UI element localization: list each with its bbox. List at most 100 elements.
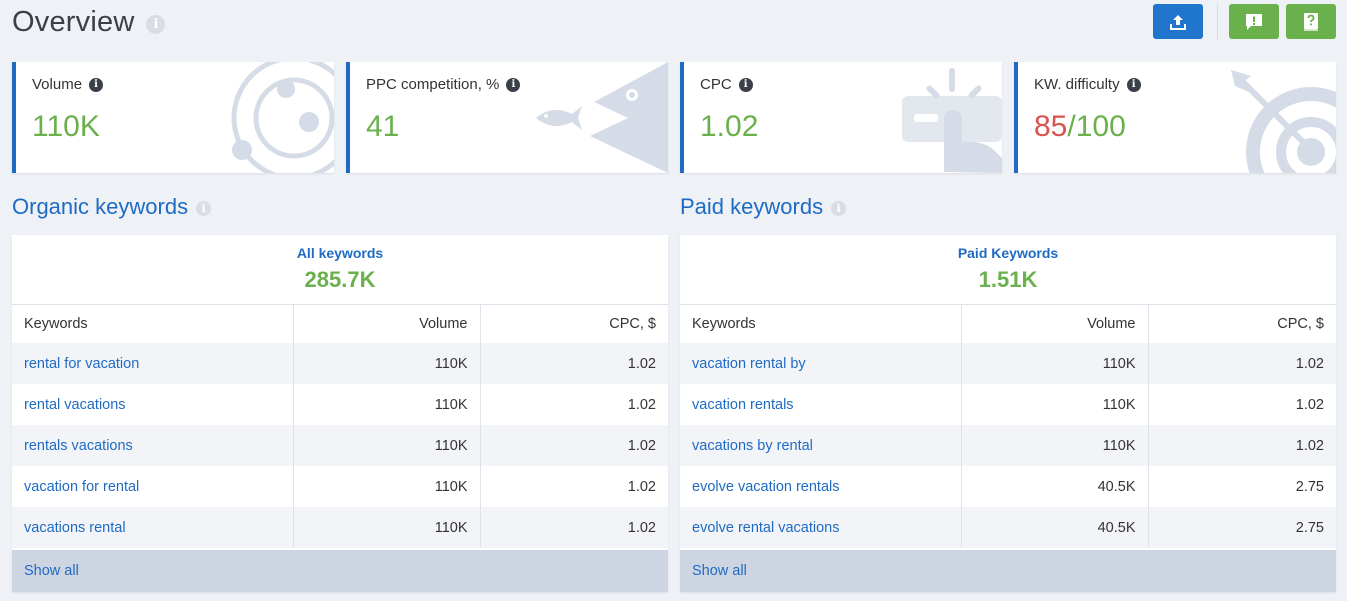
metric-value: 110K	[32, 110, 100, 143]
info-icon[interactable]: i	[196, 200, 212, 216]
table-row: vacation for rental 110K 1.02	[12, 466, 668, 507]
keyword-link[interactable]: rentals vacations	[12, 425, 294, 466]
keyword-link[interactable]: vacation rentals	[680, 384, 962, 425]
upload-icon	[1170, 14, 1186, 30]
table-row: evolve rental vacations 40.5K 2.75	[680, 507, 1336, 548]
volume-cell: 110K	[293, 425, 481, 466]
difficulty-score: 85	[1034, 110, 1068, 143]
organic-summary: All keywords 285.7K	[12, 235, 668, 305]
show-all-paid-link[interactable]: Show all	[680, 550, 1336, 592]
metric-label-text: CPC	[700, 76, 732, 93]
metric-card-ppc-competition: PPC competition, % i 41	[346, 62, 668, 173]
paid-keywords-label[interactable]: Paid Keywords	[957, 245, 1059, 261]
target-orbit-art	[231, 62, 334, 173]
info-icon[interactable]: i	[89, 77, 104, 92]
keyword-link[interactable]: evolve rental vacations	[680, 507, 962, 548]
all-keywords-label[interactable]: All keywords	[296, 245, 384, 261]
table-row: vacation rentals 110K 1.02	[680, 384, 1336, 425]
metric-value: 1.02	[700, 110, 759, 143]
paid-summary: Paid Keywords 1.51K	[680, 235, 1336, 305]
volume-cell: 110K	[961, 343, 1149, 384]
column-header-keywords[interactable]: Keywords	[680, 305, 962, 343]
cpc-cell: 1.02	[627, 478, 656, 495]
difficulty-max: /100	[1067, 110, 1126, 143]
keyword-link[interactable]: rental vacations	[12, 384, 294, 425]
cpc-cell: 1.02	[1295, 396, 1324, 413]
cpc-cell: 1.02	[480, 507, 668, 548]
info-icon[interactable]: i	[146, 14, 166, 34]
exclamation-icon	[1246, 13, 1262, 30]
toolbar-divider	[1217, 4, 1218, 40]
table-row: rental for vacation 110K 1.02	[12, 343, 668, 384]
organic-keywords-title: Organic keywords i	[12, 194, 212, 220]
volume-cell: 40.5K	[961, 466, 1149, 507]
metric-card-volume: Volume i 110K	[12, 62, 334, 173]
volume-cell: 40.5K	[961, 507, 1149, 548]
show-all-organic-link[interactable]: Show all	[12, 550, 668, 592]
info-icon[interactable]: i	[1126, 77, 1141, 92]
keyword-link[interactable]: vacations by rental	[680, 425, 962, 466]
info-icon[interactable]: i	[506, 77, 521, 92]
help-button[interactable]	[1286, 4, 1336, 39]
paid-keywords-title: Paid keywords i	[680, 194, 847, 220]
column-header-keywords[interactable]: Keywords	[12, 305, 294, 343]
big-fish-small-fish-art	[536, 62, 668, 173]
table-row: rentals vacations 110K 1.02	[12, 425, 668, 466]
info-icon[interactable]: i	[738, 77, 753, 92]
cpc-cell: 1.02	[480, 343, 668, 384]
metric-card-cpc: CPC i 1.02	[680, 62, 1002, 173]
cpc-cell: 2.75	[1295, 478, 1324, 495]
metric-label: KW. difficulty i	[1034, 76, 1141, 93]
metric-value: 85/100	[1034, 110, 1126, 144]
click-hand-art	[902, 68, 1002, 173]
table-header-row: Keywords Volume CPC, $	[12, 305, 668, 343]
page-header: Overview i	[12, 4, 166, 40]
column-header-cpc[interactable]: CPC, $	[1277, 316, 1324, 332]
metric-label: CPC i	[700, 76, 753, 93]
cpc-cell: 1.02	[1148, 343, 1336, 384]
metric-value: 41	[366, 110, 400, 143]
feedback-button[interactable]	[1229, 4, 1279, 39]
table-row: vacations rental 110K 1.02	[12, 507, 668, 548]
metric-label-text: KW. difficulty	[1034, 76, 1120, 93]
table-row: vacation rental by 110K 1.02	[680, 343, 1336, 384]
paid-keywords-table: Keywords Volume CPC, $ vacation rental b…	[680, 305, 1336, 548]
paid-keywords-panel: Paid Keywords 1.51K Keywords Volume CPC,…	[680, 235, 1336, 592]
keyword-link[interactable]: vacation for rental	[12, 466, 294, 507]
all-keywords-count: 285.7K	[304, 267, 376, 292]
keyword-link[interactable]: vacations rental	[12, 507, 294, 548]
organic-keywords-panel: All keywords 285.7K Keywords Volume CPC,…	[12, 235, 668, 592]
table-row: evolve vacation rentals 40.5K 2.75	[680, 466, 1336, 507]
cpc-cell: 1.02	[627, 396, 656, 413]
cpc-cell: 1.02	[480, 425, 668, 466]
column-header-volume[interactable]: Volume	[293, 305, 481, 343]
volume-cell: 110K	[961, 425, 1149, 466]
column-header-cpc[interactable]: CPC, $	[609, 316, 656, 332]
table-header-row: Keywords Volume CPC, $	[680, 305, 1336, 343]
info-icon[interactable]: i	[831, 200, 847, 216]
table-row: vacations by rental 110K 1.02	[680, 425, 1336, 466]
cpc-cell: 1.02	[1148, 425, 1336, 466]
metric-label: Volume i	[32, 76, 104, 93]
metric-label: PPC competition, % i	[366, 76, 521, 93]
question-book-icon	[1304, 12, 1318, 31]
page-title: Overview	[12, 5, 135, 38]
volume-cell: 110K	[293, 466, 481, 507]
keyword-link[interactable]: vacation rental by	[680, 343, 962, 384]
volume-cell: 110K	[293, 507, 481, 548]
keyword-link[interactable]: evolve vacation rentals	[680, 466, 962, 507]
section-title-text: Paid keywords	[680, 194, 824, 219]
metric-label-text: Volume	[32, 76, 83, 93]
cpc-cell: 2.75	[1148, 507, 1336, 548]
section-title-text: Organic keywords	[12, 194, 189, 219]
metric-label-text: PPC competition, %	[366, 76, 500, 93]
volume-cell: 110K	[961, 384, 1149, 425]
table-row: rental vacations 110K 1.02	[12, 384, 668, 425]
metric-card-kw-difficulty: KW. difficulty i 85/100	[1014, 62, 1336, 173]
column-header-volume[interactable]: Volume	[961, 305, 1149, 343]
volume-cell: 110K	[293, 343, 481, 384]
keyword-link[interactable]: rental for vacation	[12, 343, 294, 384]
export-button[interactable]	[1153, 4, 1203, 39]
volume-cell: 110K	[293, 384, 481, 425]
arrow-target-art	[1231, 70, 1336, 173]
